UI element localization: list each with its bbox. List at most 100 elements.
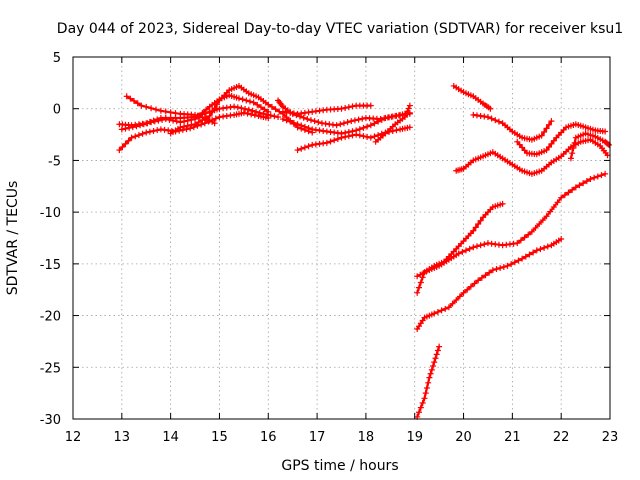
data-point <box>240 109 247 116</box>
data-point <box>143 103 150 110</box>
data-point <box>134 100 141 107</box>
data-point <box>334 135 341 142</box>
data-point <box>139 130 146 137</box>
data-point <box>209 109 216 116</box>
data-point <box>406 102 413 109</box>
y-tick-label: -10 <box>40 206 61 221</box>
data-point <box>283 117 290 124</box>
data-point <box>464 286 471 293</box>
data-point <box>345 104 352 111</box>
data-point <box>606 141 613 148</box>
data-point <box>389 113 396 120</box>
data-point <box>473 243 480 250</box>
data-point <box>442 305 449 312</box>
data-point <box>430 362 437 369</box>
data-point <box>598 172 605 179</box>
data-point <box>570 145 577 152</box>
data-point <box>268 103 275 110</box>
data-point <box>305 143 312 150</box>
data-point <box>591 174 598 181</box>
data-point <box>587 176 594 183</box>
data-point <box>250 99 257 106</box>
data-point <box>249 107 256 114</box>
x-axis-label: GPS time / hours <box>281 458 398 474</box>
data-point <box>188 116 195 123</box>
data-point <box>261 106 268 113</box>
data-point <box>265 115 272 122</box>
data-point <box>500 263 507 270</box>
data-point <box>199 117 206 124</box>
data-point <box>122 125 129 132</box>
data-point <box>127 95 134 102</box>
data-point <box>539 217 546 224</box>
data-point <box>254 101 261 108</box>
x-tick-label: 14 <box>162 430 179 445</box>
data-point <box>181 123 188 130</box>
data-point <box>116 147 123 154</box>
x-tick-label: 18 <box>358 430 375 445</box>
data-point <box>434 347 441 354</box>
data-point <box>271 113 278 120</box>
data-point <box>195 112 202 119</box>
data-point <box>349 103 356 110</box>
data-point <box>543 125 550 132</box>
data-point <box>159 116 166 123</box>
data-point <box>492 117 499 124</box>
plot-frame <box>72 56 611 420</box>
data-point <box>459 248 466 255</box>
data-point <box>419 399 426 406</box>
y-axis-label: SDTVAR / TECUs <box>5 181 21 296</box>
data-point <box>456 293 463 300</box>
data-point <box>541 244 548 251</box>
data-point <box>428 366 435 373</box>
data-point <box>342 104 349 111</box>
data-point <box>460 289 467 296</box>
data-point <box>129 124 136 131</box>
data-point <box>294 121 301 128</box>
x-tick-label: 22 <box>553 430 570 445</box>
data-point <box>434 308 441 315</box>
data-point <box>541 128 548 135</box>
data-point <box>300 114 307 121</box>
data-point <box>576 182 583 189</box>
x-tick-label: 15 <box>211 430 228 445</box>
data-point <box>146 128 153 135</box>
data-point <box>569 150 576 157</box>
data-point <box>256 109 263 116</box>
data-point <box>155 117 162 124</box>
data-point <box>393 127 400 134</box>
data-point <box>122 140 129 147</box>
data-point <box>569 186 576 193</box>
data-point <box>543 213 550 220</box>
data-point <box>561 192 568 199</box>
y-tick-label: 0 <box>53 103 61 118</box>
y-tick-label: 5 <box>53 51 61 66</box>
data-point <box>602 170 609 177</box>
data-point <box>417 271 424 278</box>
data-point <box>125 137 132 144</box>
data-point <box>356 132 363 139</box>
data-point <box>356 126 363 133</box>
data-point <box>378 116 385 123</box>
data-point <box>351 117 358 124</box>
data-point <box>133 123 140 130</box>
data-point <box>162 116 169 123</box>
data-point <box>499 200 506 207</box>
data-point <box>487 105 494 112</box>
data-point <box>199 109 206 116</box>
data-point <box>181 118 188 125</box>
data-point <box>558 194 565 201</box>
data-point <box>403 111 410 118</box>
data-point <box>148 105 155 112</box>
data-point <box>511 259 518 266</box>
data-point <box>522 253 529 260</box>
axis-ticks: 12 13 14 15 16 17 18 19 20 21 22 23 5 0 -5 -10 -15 -20 -25… <box>40 51 619 445</box>
data-point <box>195 119 202 126</box>
data-point <box>301 123 308 130</box>
data-point <box>138 102 145 109</box>
data-point <box>467 283 474 290</box>
data-point <box>550 203 557 210</box>
data-point <box>150 127 157 134</box>
data-point <box>327 138 334 145</box>
data-point <box>401 113 408 120</box>
